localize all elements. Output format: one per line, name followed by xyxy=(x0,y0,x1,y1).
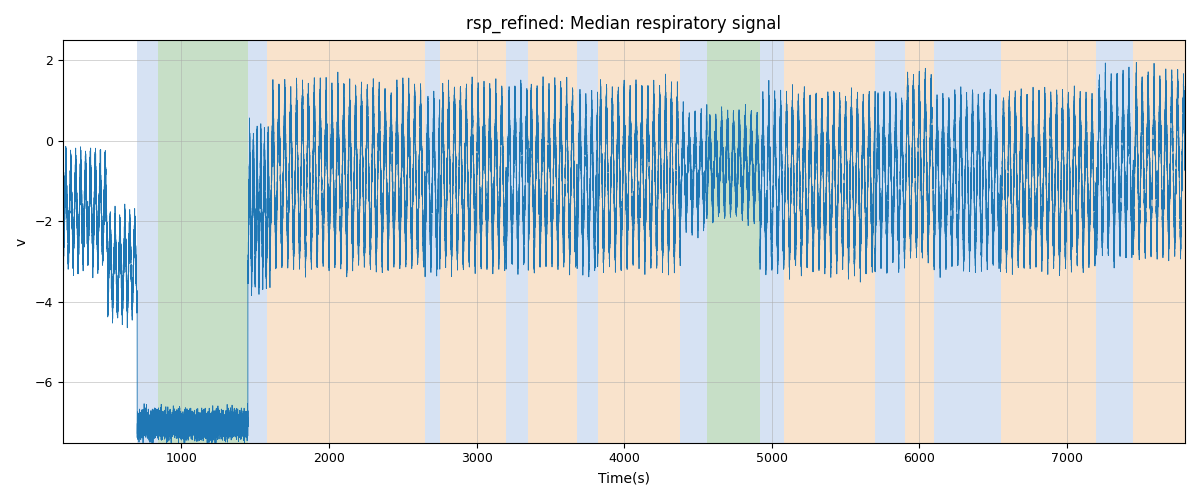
Bar xyxy=(934,40,1001,442)
Bar xyxy=(425,40,439,442)
Bar xyxy=(707,40,760,442)
Bar xyxy=(760,40,784,442)
Bar xyxy=(268,40,425,442)
Bar xyxy=(1001,40,1097,442)
Bar xyxy=(1097,40,1133,442)
Bar xyxy=(905,40,934,442)
Bar xyxy=(875,40,905,442)
X-axis label: Time(s): Time(s) xyxy=(598,471,650,485)
Y-axis label: v: v xyxy=(16,238,29,246)
Bar xyxy=(528,40,577,442)
Bar xyxy=(506,40,528,442)
Bar xyxy=(784,40,875,442)
Bar xyxy=(158,40,248,442)
Bar xyxy=(1133,40,1184,442)
Bar xyxy=(248,40,268,442)
Bar xyxy=(137,40,158,442)
Bar xyxy=(598,40,680,442)
Bar xyxy=(680,40,707,442)
Title: rsp_refined: Median respiratory signal: rsp_refined: Median respiratory signal xyxy=(467,15,781,34)
Bar xyxy=(439,40,506,442)
Bar xyxy=(577,40,598,442)
